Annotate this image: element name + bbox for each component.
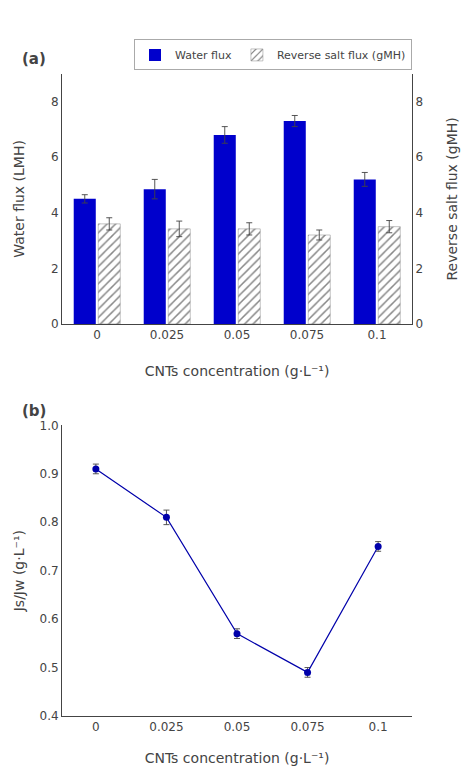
svg-text:0.025: 0.025 — [149, 720, 183, 734]
svg-text:1.0: 1.0 — [40, 419, 59, 433]
svg-text:0.05: 0.05 — [224, 720, 251, 734]
svg-text:CNTs concentration (g·L⁻¹): CNTs concentration (g·L⁻¹) — [145, 750, 330, 766]
svg-text:8: 8 — [51, 95, 59, 109]
svg-text:6: 6 — [51, 150, 59, 164]
svg-text:4: 4 — [415, 206, 423, 220]
svg-text:0: 0 — [415, 317, 423, 331]
svg-text:0.075: 0.075 — [290, 720, 324, 734]
svg-text:Js/Jw (g·L⁻¹): Js/Jw (g·L⁻¹) — [11, 530, 27, 612]
svg-text:0.05: 0.05 — [224, 328, 251, 342]
svg-text:Water flux (LMH): Water flux (LMH) — [11, 140, 27, 258]
svg-text:Water flux: Water flux — [175, 49, 232, 62]
svg-text:(a): (a) — [22, 50, 46, 68]
svg-text:0.6: 0.6 — [40, 612, 59, 626]
svg-text:2: 2 — [415, 262, 423, 276]
svg-text:0.025: 0.025 — [150, 328, 184, 342]
svg-text:0.4: 0.4 — [40, 709, 59, 723]
svg-text:6: 6 — [415, 150, 423, 164]
svg-text:0.8: 0.8 — [40, 515, 59, 529]
svg-text:2: 2 — [51, 262, 59, 276]
svg-text:0.5: 0.5 — [40, 661, 59, 675]
svg-text:0.7: 0.7 — [40, 564, 59, 578]
svg-text:0: 0 — [93, 328, 101, 342]
svg-text:0.1: 0.1 — [369, 720, 388, 734]
svg-text:4: 4 — [51, 206, 59, 220]
svg-text:0: 0 — [51, 317, 59, 331]
svg-text:8: 8 — [415, 95, 423, 109]
svg-text:0: 0 — [92, 720, 100, 734]
svg-text:(b): (b) — [22, 402, 46, 420]
svg-text:CNTs concentration (g·L⁻¹): CNTs concentration (g·L⁻¹) — [145, 363, 330, 379]
svg-text:Reverse salt flux (gMH): Reverse salt flux (gMH) — [444, 117, 460, 280]
svg-text:0.075: 0.075 — [290, 328, 324, 342]
svg-text:Reverse salt flux (gMH): Reverse salt flux (gMH) — [277, 49, 405, 62]
svg-text:0.9: 0.9 — [40, 467, 59, 481]
svg-text:0.1: 0.1 — [367, 328, 386, 342]
